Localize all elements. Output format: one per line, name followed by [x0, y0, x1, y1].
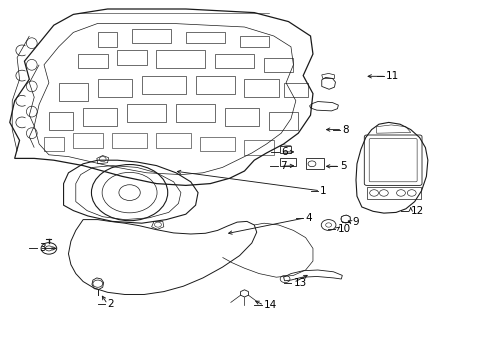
- Bar: [305, 158, 324, 169]
- Text: 13: 13: [293, 278, 306, 288]
- Bar: [366, 187, 420, 199]
- Text: 4: 4: [305, 213, 312, 223]
- Text: 14: 14: [264, 300, 277, 310]
- Text: 5: 5: [339, 161, 346, 171]
- Bar: [280, 146, 290, 153]
- Text: 10: 10: [337, 224, 350, 234]
- Text: 2: 2: [107, 299, 114, 309]
- Text: 7: 7: [280, 161, 286, 171]
- Text: 6: 6: [281, 147, 287, 157]
- Text: 12: 12: [410, 206, 423, 216]
- Text: 11: 11: [386, 71, 399, 81]
- Text: 9: 9: [351, 217, 358, 228]
- Text: 3: 3: [39, 243, 46, 253]
- Text: 1: 1: [320, 186, 326, 196]
- Text: 8: 8: [342, 125, 348, 135]
- Bar: [280, 158, 295, 166]
